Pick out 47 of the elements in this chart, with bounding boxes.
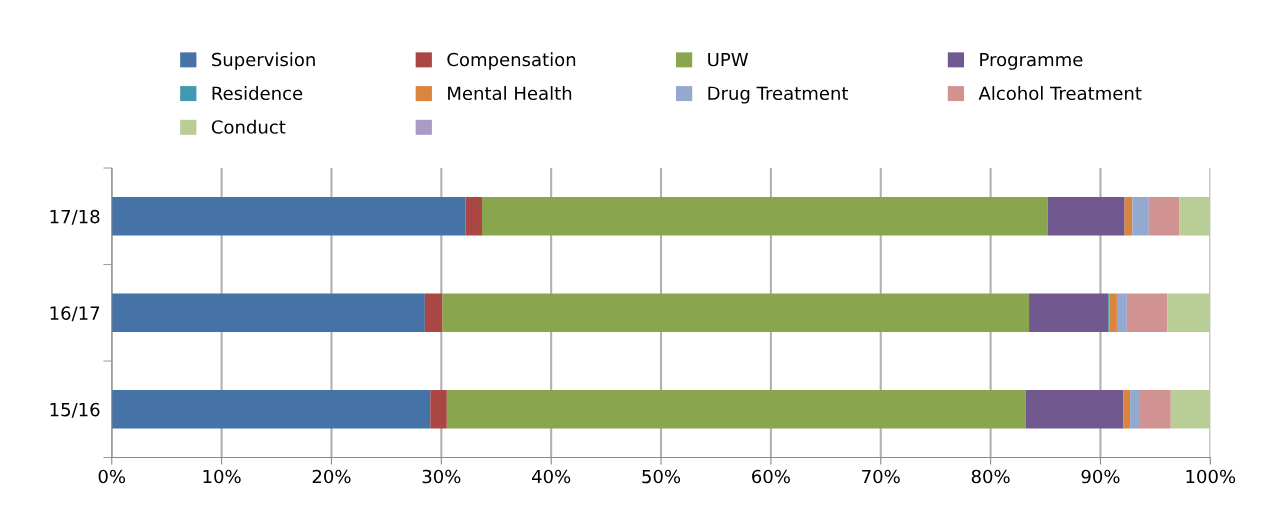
bar — [1179, 196, 1211, 236]
bar — [1140, 389, 1171, 429]
bar — [446, 389, 1026, 429]
legend-label: Programme — [980, 52, 1083, 70]
bar — [1167, 293, 1211, 333]
bar — [1130, 389, 1140, 429]
legend-label: Alcohol Treatment — [978, 86, 1142, 101]
bar — [1148, 196, 1180, 236]
x-tick-label: 20% — [312, 469, 351, 484]
x-tick-label: 40% — [532, 469, 571, 484]
bar — [1124, 196, 1133, 236]
bar — [1132, 196, 1149, 236]
bar — [1025, 389, 1124, 429]
bar — [465, 196, 482, 236]
x-tick-label: 10% — [203, 469, 241, 484]
bar — [424, 293, 443, 333]
bar — [1170, 389, 1211, 429]
bar — [1116, 293, 1127, 333]
legend-label: Compensation — [447, 52, 576, 70]
x-tick-label: 80% — [971, 469, 1010, 484]
bar — [111, 389, 431, 429]
x-tick-label: 30% — [422, 469, 461, 484]
y-tick-label: 15/16 — [50, 402, 100, 418]
bar — [1109, 293, 1117, 333]
legend-label: Residence — [212, 86, 303, 101]
bar — [442, 293, 1030, 333]
bar — [1126, 293, 1168, 333]
legend-label: Mental Health — [448, 86, 572, 101]
x-tick-label: 100% — [1186, 469, 1236, 484]
bar — [111, 293, 425, 333]
x-tick-label: 0% — [98, 469, 126, 484]
y-tick-label: 17/18 — [50, 209, 100, 225]
bar — [1029, 293, 1109, 333]
bar — [111, 196, 466, 236]
legend-label: Drug Treatment — [708, 86, 849, 104]
bar — [1123, 389, 1131, 429]
bar — [1047, 196, 1125, 236]
y-tick-label: 16/17 — [50, 306, 100, 322]
legend-label: Conduct — [211, 119, 286, 134]
x-tick-label: 60% — [752, 469, 790, 484]
bar — [430, 389, 447, 429]
legend-label: UPW — [708, 52, 749, 67]
bar — [481, 196, 1048, 236]
x-tick-label: 90% — [1081, 469, 1120, 484]
x-tick-label: 50% — [642, 469, 681, 484]
x-tick-label: 70% — [862, 469, 900, 484]
legend-label: Supervision — [212, 52, 315, 70]
